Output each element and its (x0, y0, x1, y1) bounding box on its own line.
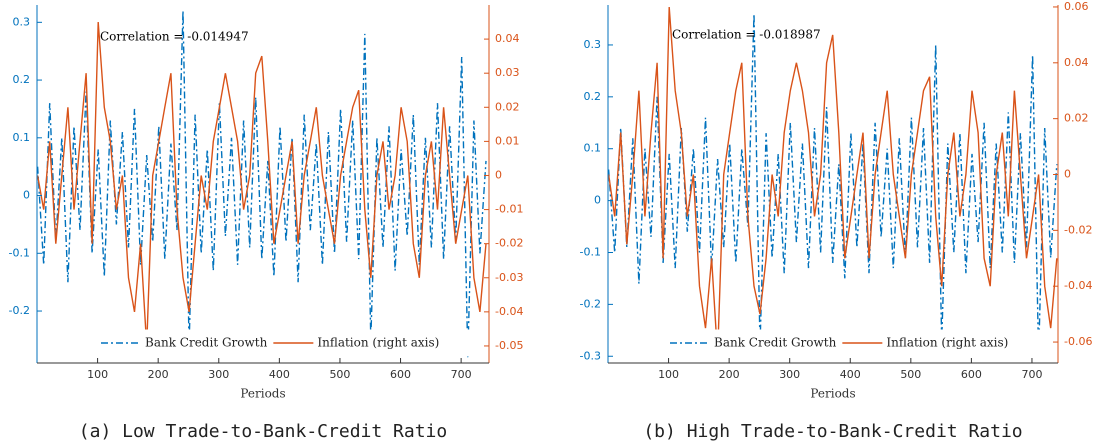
y2-tick-label: 0.02 (1064, 112, 1089, 125)
x-tick-label: 100 (87, 368, 108, 381)
x-tick-label: 600 (961, 368, 982, 381)
x-axis-label: Periods (810, 387, 855, 401)
x-tick-label: 600 (390, 368, 411, 381)
x-tick-label: 500 (900, 368, 921, 381)
y-tick-label: 0.1 (584, 142, 602, 155)
y2-tick-label: 0.03 (495, 66, 520, 79)
x-tick-label: 700 (451, 368, 472, 381)
y2-tick-label: 0.04 (1064, 56, 1089, 69)
legend-label: Bank Credit Growth (145, 336, 268, 350)
series-line (608, 6, 1058, 357)
legend-label: Inflation (right axis) (317, 336, 439, 350)
y2-tick-label: 0 (1064, 168, 1071, 181)
y-tick-label: 0 (23, 189, 30, 202)
y-tick-label: 0.2 (13, 73, 31, 86)
subplot: -0.3 -0.2 -0.1 0 0.1 0.2 0.3 -0.06 -0.04 -0.02 0 0.… (580, 0, 1093, 442)
caption: (a) Low Trade-to-Bank-Credit Ratio (79, 421, 447, 442)
y-tick-label: 0.1 (13, 131, 31, 144)
subplot: -0.2 -0.1 0 0.1 0.2 0.3 -0.05 -0.04 -0.03 -0.02 -0… (9, 5, 523, 442)
series-line (37, 21, 487, 347)
x-tick-label: 500 (329, 368, 350, 381)
legend-label: Bank Credit Growth (714, 336, 837, 350)
y-tick-label: -0.1 (9, 246, 30, 259)
annotation: Correlation = -0.018987 (672, 28, 821, 42)
y2-tick-label: 0 (495, 168, 502, 181)
y2-tick-label: 0.01 (495, 134, 520, 147)
x-tick-label: 400 (840, 368, 861, 381)
y2-tick-label: 0.04 (495, 32, 520, 45)
y-tick-label: 0.3 (584, 38, 602, 51)
series-line (608, 13, 1058, 357)
x-tick-label: 300 (779, 368, 800, 381)
y-tick-label: 0 (594, 194, 601, 207)
y2-tick-label: -0.02 (1064, 223, 1092, 236)
legend-label: Inflation (right axis) (886, 336, 1008, 350)
legend-box (663, 329, 1053, 357)
y-tick-label: 0.2 (584, 90, 602, 103)
y-tick-label: -0.1 (580, 245, 601, 258)
y-tick-label: -0.3 (580, 349, 601, 362)
y2-tick-label: -0.04 (495, 305, 523, 318)
x-tick-label: 200 (719, 368, 740, 381)
y2-tick-label: -0.05 (495, 339, 523, 352)
x-tick-label: 700 (1021, 368, 1042, 381)
x-tick-label: 400 (269, 368, 290, 381)
y2-tick-label: 0.02 (495, 100, 520, 113)
x-tick-label: 300 (208, 368, 229, 381)
y2-tick-label: -0.04 (1064, 279, 1092, 292)
y-tick-label: -0.2 (580, 297, 601, 310)
caption: (b) High Trade-to-Bank-Credit Ratio (643, 421, 1022, 442)
y2-tick-label: 0.06 (1064, 0, 1089, 13)
x-axis-label: Periods (240, 387, 285, 401)
annotation: Correlation = -0.014947 (100, 30, 249, 44)
y2-tick-label: -0.03 (495, 271, 523, 284)
x-tick-label: 100 (658, 368, 679, 381)
y-tick-label: 0.3 (13, 15, 31, 28)
y2-tick-label: -0.02 (495, 237, 523, 250)
y2-tick-label: -0.01 (495, 203, 523, 216)
x-tick-label: 200 (148, 368, 169, 381)
y2-tick-label: -0.06 (1064, 335, 1092, 348)
y-tick-label: -0.2 (9, 304, 30, 317)
